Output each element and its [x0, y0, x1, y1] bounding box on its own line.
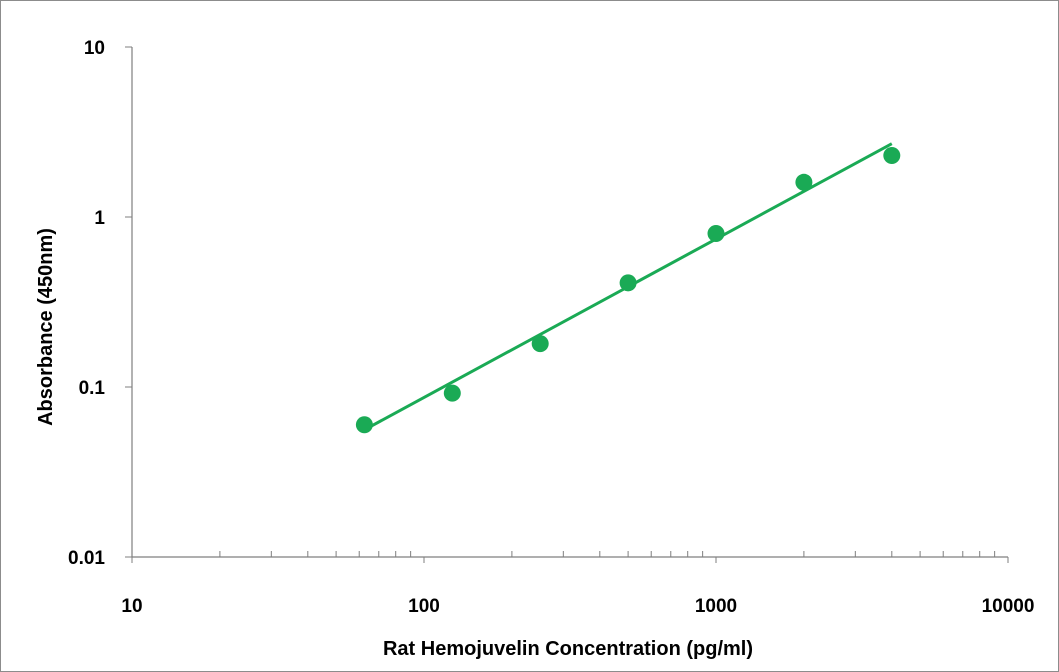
- x-tick-label: 1000: [695, 596, 737, 617]
- x-tick-label: 10: [121, 596, 142, 617]
- axes: [131, 47, 1008, 558]
- data-point: [355, 416, 373, 434]
- data-point: [795, 173, 813, 191]
- x-axis-title: Rat Hemojuvelin Concentration (pg/ml): [383, 638, 753, 660]
- data-point: [531, 335, 549, 353]
- y-axis-title: Absorbance (450nm): [35, 228, 57, 426]
- data-point: [619, 274, 637, 292]
- y-tick-label: 0.01: [68, 548, 105, 569]
- y-tick-label: 10: [84, 38, 105, 59]
- x-tick-label: 100: [408, 596, 440, 617]
- data-point: [883, 147, 901, 165]
- x-tick-label: 10000: [982, 596, 1035, 617]
- y-tick-label: 0.1: [79, 378, 106, 399]
- data-point: [443, 384, 461, 402]
- y-tick-label: 1: [94, 208, 105, 229]
- data-point: [707, 224, 725, 242]
- data-points: [355, 147, 901, 434]
- ticks: [125, 46, 1009, 563]
- tick-labels: 10 100 1000 10000 0.01 0.1 1 10: [68, 38, 1034, 617]
